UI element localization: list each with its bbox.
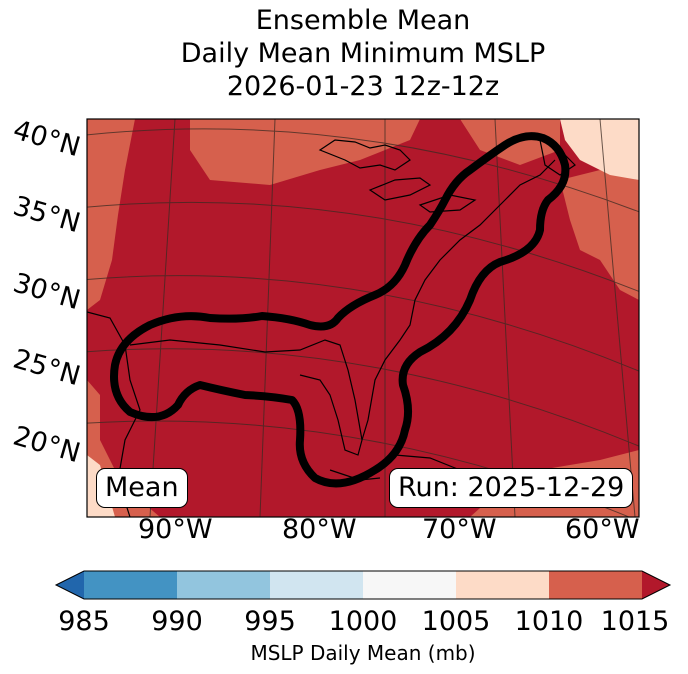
- title-line-1: Ensemble Mean: [255, 5, 471, 36]
- pressure-field-1010-north: [190, 119, 420, 185]
- lon-label-80w: 80°W: [282, 514, 357, 545]
- colorbar-tick-1000: 1000: [328, 606, 398, 637]
- colorbar-bin-990-995: [177, 571, 270, 599]
- colorbar-bin-985-990: [84, 571, 177, 599]
- colorbar-tick-985: 985: [58, 606, 110, 637]
- map-frame: [86, 118, 640, 518]
- title-line-2: Daily Mean Minimum MSLP: [180, 38, 546, 69]
- lon-label-60w: 60°W: [565, 514, 640, 545]
- lon-label-90w: 90°W: [138, 514, 213, 545]
- colorbar-tick-990: 990: [151, 606, 203, 637]
- colorbar-bin-1005-1010: [456, 571, 549, 599]
- title-line-3: 2026-01-23 12z-12z: [226, 71, 500, 102]
- pressure-field-1005-northeast: [560, 119, 639, 180]
- colorbar-tick-1015: 1015: [600, 606, 670, 637]
- colorbar-bin-995-1000: [270, 571, 363, 599]
- run-date-box: Run: 2025-12-29: [389, 468, 634, 508]
- colorbar-under-arrow: [56, 571, 84, 599]
- colorbar-tick-1010: 1010: [514, 606, 584, 637]
- colorbar-outline: [54, 570, 672, 600]
- pressure-field-1010-east: [560, 170, 639, 300]
- colorbar-label: MSLP Daily Mean (mb): [250, 641, 476, 665]
- colorbar-bin-1000-1005: [363, 571, 456, 599]
- pressure-field-1010-west: [87, 119, 135, 310]
- lon-label-70w: 70°W: [422, 514, 497, 545]
- colorbar-over-arrow: [642, 571, 670, 599]
- mean-label-box: Mean: [96, 468, 188, 508]
- colorbar-tick-995: 995: [244, 606, 296, 637]
- colorbar-tick-1005: 1005: [421, 606, 491, 637]
- colorbar-bin-1010-1015: [549, 571, 642, 599]
- mslp-contour-line: [110, 132, 570, 488]
